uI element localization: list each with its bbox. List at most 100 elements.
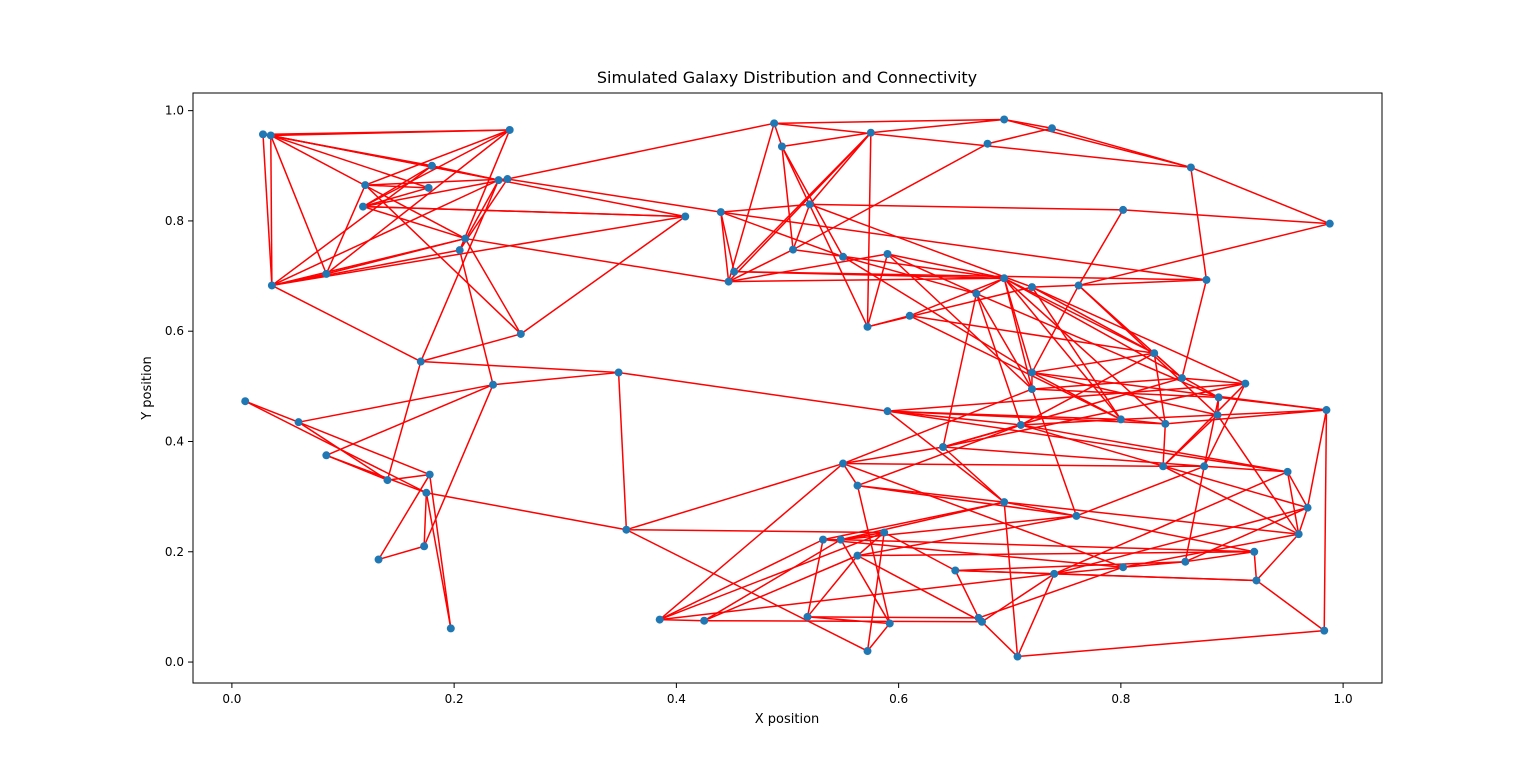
connection-edge: [1031, 286, 1122, 420]
galaxy-point: [322, 269, 331, 278]
connection-edge: [626, 462, 844, 531]
galaxy-point: [446, 624, 455, 633]
galaxy-point: [1116, 415, 1125, 424]
galaxy-point: [1000, 498, 1009, 507]
connection-edge: [703, 538, 842, 622]
connection-edge: [1017, 629, 1325, 658]
galaxy-point: [853, 551, 862, 560]
galaxy-point: [905, 311, 914, 320]
galaxy-point: [374, 555, 383, 564]
connection-edge: [806, 555, 859, 618]
connection-edge: [792, 143, 988, 251]
y-axis-label: Y position: [140, 356, 155, 421]
connection-edge: [942, 377, 1183, 448]
galaxy-point: [836, 535, 845, 544]
connection-edge: [870, 118, 1005, 134]
connection-edge: [867, 286, 1033, 328]
connection-edge: [1181, 377, 1246, 385]
connection-edge: [1076, 515, 1255, 553]
connection-edge: [270, 135, 273, 286]
connection-edge: [866, 532, 885, 652]
galaxy-point: [1119, 205, 1128, 214]
galaxy-point: [294, 418, 303, 427]
connection-edge: [809, 203, 1124, 211]
connection-edge: [1004, 118, 1053, 130]
connection-edge: [1181, 279, 1208, 379]
galaxy-point: [494, 176, 503, 185]
connection-edge: [909, 277, 1005, 317]
connection-edge: [840, 538, 1255, 553]
galaxy-point: [885, 619, 894, 628]
connection-edge: [1051, 127, 1192, 169]
y-axis: 0.0 0.2 0.4 0.6 0.8 1.0: [165, 104, 193, 669]
connection-edge: [458, 129, 511, 251]
connection-edge: [909, 315, 1122, 421]
galaxy-point: [1250, 547, 1259, 556]
connection-edge: [704, 619, 982, 623]
galaxy-point: [883, 407, 892, 416]
connection-edge: [1216, 414, 1300, 535]
connection-edge: [659, 531, 885, 621]
galaxy-point: [425, 470, 434, 479]
galaxy-point: [622, 525, 631, 534]
connection-edge: [1153, 353, 1167, 424]
galaxy-point: [1159, 462, 1168, 471]
y-tick-label: 0.8: [165, 214, 184, 228]
connection-edge: [298, 383, 494, 423]
connection-edge: [843, 462, 1164, 468]
connection-edge: [857, 424, 1022, 487]
galaxy-point: [1150, 349, 1159, 358]
connection-edge: [377, 474, 431, 560]
connection-edge: [298, 421, 430, 476]
connection-edge: [774, 118, 1005, 125]
connection-edge: [659, 618, 705, 622]
connection-edge: [365, 178, 508, 186]
connection-edge: [1003, 278, 1033, 390]
galaxy-point: [789, 245, 798, 254]
connection-edge: [887, 253, 1005, 280]
galaxy-point: [1181, 557, 1190, 566]
galaxy-point: [361, 181, 370, 190]
connection-edge: [1003, 277, 1166, 425]
galaxy-point: [427, 161, 436, 170]
connection-edge: [720, 211, 735, 272]
connection-edge: [809, 132, 872, 205]
galaxy-point: [951, 566, 960, 575]
connection-edge: [720, 203, 810, 213]
galaxy-point: [1294, 530, 1303, 539]
connection-edge: [774, 122, 1191, 169]
connection-edge: [362, 205, 686, 218]
connection-edge: [1255, 579, 1325, 632]
connection-edge: [364, 129, 510, 186]
galaxy-point: [1027, 368, 1036, 377]
point-layer: [241, 115, 1334, 661]
galaxy-point: [455, 246, 464, 255]
connection-edge: [420, 333, 522, 363]
connection-edge: [325, 184, 366, 275]
galaxy-point: [1303, 503, 1312, 512]
galaxy-point: [1050, 569, 1059, 578]
galaxy-point: [939, 443, 948, 451]
connection-edge: [1031, 377, 1183, 390]
connection-edge: [809, 203, 1033, 288]
chart-title: Simulated Galaxy Distribution and Connec…: [597, 68, 977, 87]
connection-edge: [423, 384, 494, 547]
connection-edge: [1185, 551, 1255, 563]
connection-edge: [1078, 222, 1330, 287]
galaxy-point: [1283, 467, 1292, 476]
galaxy-point: [730, 267, 739, 276]
galaxy-point: [1161, 419, 1170, 428]
galaxy-point: [819, 535, 828, 544]
connection-edge: [887, 410, 1021, 426]
connection-edge: [520, 215, 686, 335]
galaxy-point: [1214, 393, 1223, 402]
connection-edge: [1204, 465, 1288, 473]
connection-edge: [1020, 418, 1121, 426]
connection-edge: [942, 382, 1246, 448]
connection-edge: [1004, 501, 1077, 517]
connection-edge: [857, 551, 1255, 557]
galaxy-point: [853, 481, 862, 490]
galaxy-point: [1320, 626, 1329, 635]
connection-edge: [781, 131, 871, 148]
y-tick-label: 0.0: [165, 655, 184, 669]
